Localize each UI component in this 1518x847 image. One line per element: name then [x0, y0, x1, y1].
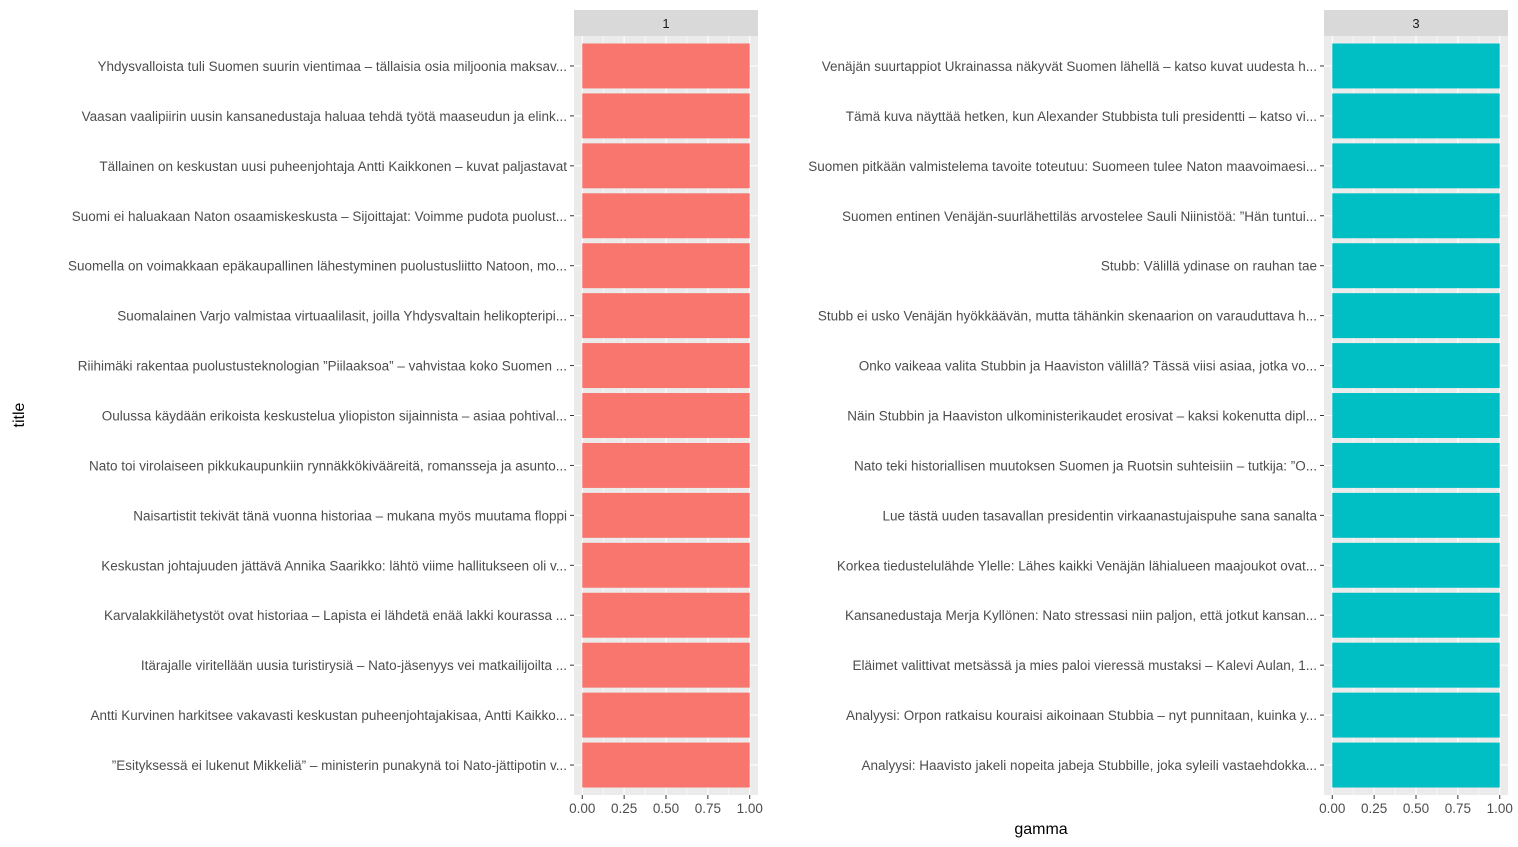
bar — [582, 492, 750, 538]
bar — [1332, 393, 1500, 438]
y-axis-title: title — [11, 402, 28, 427]
x-tick-label: 0.25 — [1361, 801, 1387, 816]
category-label: Tämä kuva näyttää hetken, kun Alexander … — [846, 109, 1317, 124]
category-label: Suomen entinen Venäjän-suurlähettiläs ar… — [842, 209, 1317, 224]
facet-strip — [1324, 10, 1508, 36]
bar — [582, 692, 750, 738]
bar — [582, 193, 750, 239]
category-label: Suomen pitkään valmistelema tavoite tote… — [808, 159, 1317, 174]
x-tick-label: 0.75 — [1445, 801, 1471, 816]
x-tick-label: 0.00 — [1319, 801, 1345, 816]
bar — [582, 742, 750, 788]
bar — [1332, 193, 1500, 239]
category-label: Oulussa käydään erikoista keskustelua yl… — [102, 409, 567, 424]
panel-3: 3 Venäjän suurtappiot Ukrainassa näkyvät … — [808, 10, 1513, 816]
bar — [1332, 293, 1500, 339]
category-label: Antti Kurvinen harkitsee vakavasti kesku… — [90, 708, 567, 723]
category-label: Näin Stubbin ja Haaviston ulkoministerik… — [847, 409, 1317, 424]
bar — [1332, 143, 1500, 189]
bar — [1332, 243, 1500, 289]
category-label: Lue tästä uuden tasavallan presidentin v… — [882, 508, 1317, 523]
bar — [582, 143, 750, 189]
bar — [1332, 542, 1500, 588]
category-label: Tällainen on keskustan uusi puheenjohtaj… — [99, 159, 567, 174]
bar — [582, 343, 750, 389]
x-tick-label: 0.00 — [569, 801, 595, 816]
bar — [582, 243, 750, 289]
facet-label: 3 — [1412, 16, 1419, 31]
bar — [1332, 93, 1500, 139]
panel-1: 1 Yhdysvalloista tuli Suomen suurin vient… — [68, 10, 763, 816]
chart-panels: 1 Yhdysvalloista tuli Suomen suurin vient… — [68, 10, 1513, 816]
category-label: Vaasan vaalipiirin uusin kansanedustaja … — [82, 109, 567, 124]
x-tick-label: 1.00 — [1487, 801, 1513, 816]
x-tick-label: 0.50 — [1403, 801, 1429, 816]
x-tick-label: 0.75 — [695, 801, 721, 816]
category-label: Venäjän suurtappiot Ukrainassa näkyvät S… — [822, 59, 1317, 74]
bar — [582, 542, 750, 588]
category-label: Onko vaikeaa valita Stubbin ja Haaviston… — [859, 359, 1317, 374]
facet-strip — [574, 10, 758, 36]
category-label: Eläimet valittivat metsässä ja mies palo… — [853, 658, 1317, 673]
bar — [582, 642, 750, 688]
category-label: Nato toi virolaiseen pikkukaupunkiin ryn… — [89, 458, 567, 473]
category-label: Yhdysvalloista tuli Suomen suurin vienti… — [98, 59, 567, 74]
x-tick-label: 1.00 — [737, 801, 763, 816]
bar — [1332, 642, 1500, 688]
category-label: Itärajalle viritellään uusia turistirysi… — [141, 658, 567, 673]
bar — [1332, 492, 1500, 538]
bar — [582, 293, 750, 339]
category-label: Suomella on voimakkaan epäkaupallinen lä… — [68, 259, 567, 274]
x-tick-label: 0.50 — [653, 801, 679, 816]
x-tick-label: 0.25 — [611, 801, 637, 816]
category-label: Nato teki historiallisen muutoksen Suome… — [854, 458, 1317, 473]
category-label: Stubb ei usko Venäjän hyökkäävän, mutta … — [818, 309, 1317, 324]
category-label: Karvalakkilähetystöt ovat historiaa – La… — [104, 608, 567, 623]
category-label: ”Esityksessä ei lukenut Mikkeliä” – mini… — [112, 758, 567, 773]
bar — [1332, 742, 1500, 788]
category-label: Suomalainen Varjo valmistaa virtuaalilas… — [117, 309, 567, 324]
bar — [582, 43, 750, 89]
category-label: Naisartistit tekivät tänä vuonna histori… — [133, 508, 567, 523]
bar — [582, 93, 750, 139]
category-label: Stubb: Välillä ydinase on rauhan tae — [1101, 259, 1317, 274]
category-label: Analyysi: Haavisto jakeli nopeita jabeja… — [862, 758, 1318, 773]
category-label: Kansanedustaja Merja Kyllönen: Nato stre… — [845, 608, 1317, 623]
bar — [1332, 343, 1500, 389]
category-label: Korkea tiedustelulähde Ylelle: Lähes kai… — [837, 558, 1317, 573]
category-label: Suomi ei haluakaan Naton osaamiskeskusta… — [72, 209, 567, 224]
bar — [1332, 43, 1500, 89]
bar — [1332, 692, 1500, 738]
facet-label: 1 — [662, 16, 669, 31]
bar — [582, 442, 750, 488]
category-label: Riihimäki rakentaa puolustusteknologian … — [78, 359, 567, 374]
x-axis-title: gamma — [1014, 821, 1067, 838]
bar — [582, 393, 750, 438]
bar — [1332, 592, 1500, 638]
bar — [1332, 442, 1500, 488]
bar — [582, 592, 750, 638]
category-label: Keskustan johtajuuden jättävä Annika Saa… — [101, 558, 567, 573]
category-label: Analyysi: Orpon ratkaisu kouraisi aikoin… — [846, 708, 1317, 723]
